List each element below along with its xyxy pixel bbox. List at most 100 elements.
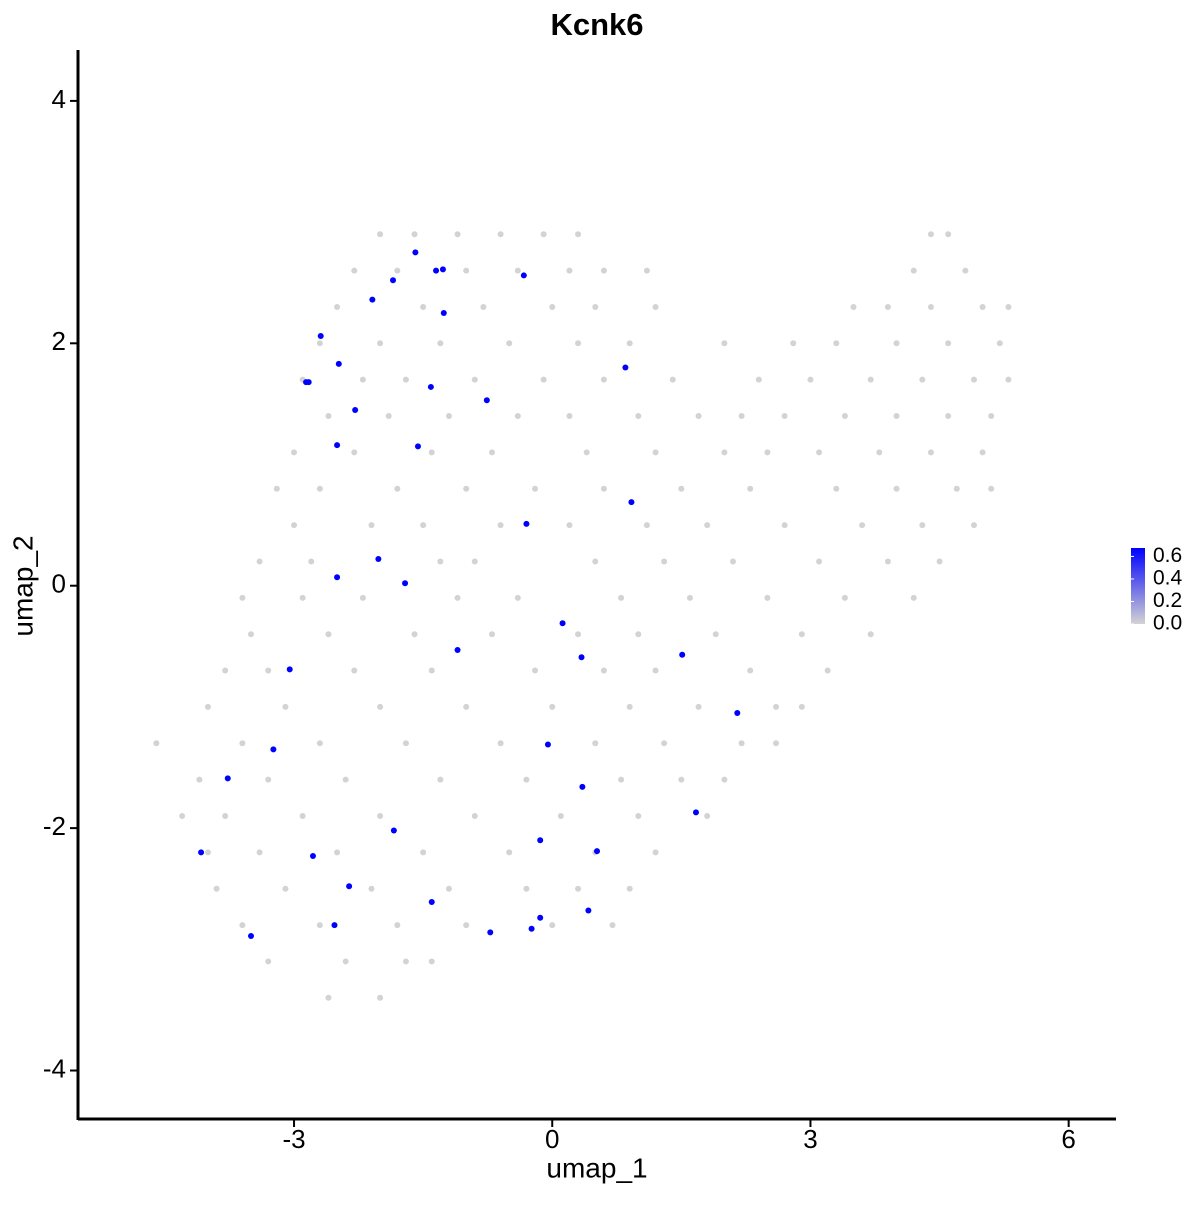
x-tick-label: -3: [282, 1124, 305, 1154]
point: [781, 522, 788, 529]
point: [420, 522, 427, 529]
point: [377, 231, 384, 238]
point: [394, 267, 401, 274]
point: [316, 922, 323, 929]
point: [222, 812, 229, 819]
point: [411, 631, 418, 638]
point: [781, 413, 788, 420]
point: [325, 413, 332, 420]
point: [334, 442, 341, 449]
point: [433, 267, 440, 274]
point: [198, 849, 205, 856]
x-axis-label: umap_1: [546, 1152, 647, 1183]
x-tick-label: 6: [1061, 1124, 1075, 1154]
point: [375, 556, 382, 563]
point: [686, 594, 693, 601]
point: [540, 376, 547, 383]
point: [420, 303, 427, 310]
point: [291, 449, 298, 456]
point: [224, 775, 231, 782]
point: [213, 885, 220, 892]
point: [850, 303, 857, 310]
point: [692, 809, 699, 816]
point: [265, 776, 272, 783]
point: [618, 776, 625, 783]
point: [497, 522, 504, 529]
point: [325, 631, 332, 638]
point: [549, 703, 556, 710]
x-tick-label: 0: [545, 1124, 559, 1154]
point: [514, 413, 521, 420]
point: [594, 848, 600, 855]
point: [273, 485, 280, 492]
point: [248, 932, 254, 939]
point: [540, 231, 547, 238]
point: [471, 812, 478, 819]
point: [437, 776, 444, 783]
point: [609, 922, 616, 929]
point: [282, 885, 289, 892]
point: [579, 783, 586, 790]
y-tick-label: 4: [52, 84, 66, 114]
point: [734, 709, 741, 716]
point: [678, 776, 685, 783]
colorbar-tick-label: 0.6: [1153, 544, 1182, 567]
point: [798, 703, 805, 710]
point: [514, 594, 521, 601]
point: [678, 485, 685, 492]
point: [927, 449, 934, 456]
point: [859, 522, 866, 529]
point: [816, 558, 823, 565]
point: [428, 958, 435, 965]
point: [537, 914, 544, 921]
point: [428, 899, 435, 906]
point: [454, 594, 461, 601]
point: [265, 958, 272, 965]
point: [798, 631, 805, 638]
point: [239, 740, 246, 747]
point: [352, 406, 359, 413]
point: [841, 413, 848, 420]
point: [807, 376, 814, 383]
point: [893, 340, 900, 347]
y-tick-label: 0: [52, 569, 66, 599]
point: [369, 296, 376, 303]
point: [910, 267, 917, 274]
point: [437, 340, 444, 347]
point: [773, 703, 780, 710]
point: [661, 558, 668, 565]
point: [626, 885, 633, 892]
point: [286, 666, 293, 673]
y-tick-label: -4: [43, 1053, 66, 1083]
point: [592, 740, 599, 747]
point: [755, 376, 762, 383]
point: [575, 631, 582, 638]
point: [618, 594, 625, 601]
points: [153, 231, 1012, 1001]
point: [738, 740, 745, 747]
point: [463, 703, 470, 710]
point: [445, 413, 452, 420]
point: [439, 266, 446, 273]
point: [270, 746, 277, 753]
point: [390, 277, 397, 284]
point: [600, 485, 607, 492]
point: [575, 885, 582, 892]
point: [867, 376, 874, 383]
point: [437, 558, 444, 565]
point: [342, 776, 349, 783]
point: [291, 522, 298, 529]
point: [970, 522, 977, 529]
point: [377, 703, 384, 710]
point: [628, 499, 635, 506]
point: [566, 267, 573, 274]
point: [988, 485, 995, 492]
point: [738, 413, 745, 420]
point: [816, 449, 823, 456]
point: [520, 272, 527, 279]
point: [239, 594, 246, 601]
point: [566, 413, 573, 420]
point: [385, 413, 392, 420]
point: [721, 449, 728, 456]
